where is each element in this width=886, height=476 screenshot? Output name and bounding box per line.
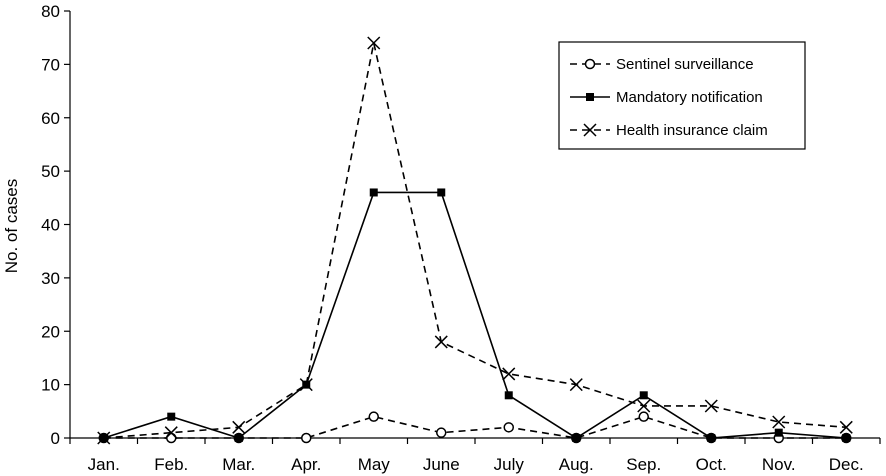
y-axis-title: No. of cases bbox=[2, 179, 21, 274]
x-tick-label: Sep. bbox=[626, 455, 661, 474]
data-point-square bbox=[842, 434, 851, 442]
x-marker-stroke bbox=[299, 378, 313, 392]
legend-label: Sentinel surveillance bbox=[616, 56, 754, 73]
legend-entry: Health insurance claim bbox=[570, 122, 768, 139]
data-point-circle bbox=[301, 432, 312, 444]
data-point-circle bbox=[584, 58, 596, 70]
y-tick-label: 20 bbox=[41, 322, 60, 341]
y-tick-label: 10 bbox=[41, 376, 60, 395]
data-point-x bbox=[772, 415, 786, 429]
legend-label: Health insurance claim bbox=[616, 122, 768, 139]
series-2 bbox=[99, 188, 851, 442]
x-marker-stroke bbox=[772, 415, 786, 429]
data-point-circle bbox=[368, 411, 379, 422]
x-marker-stroke bbox=[569, 378, 583, 392]
x-tick-label: Nov. bbox=[762, 455, 796, 474]
x-marker-stroke bbox=[367, 36, 381, 50]
x-marker-stroke bbox=[704, 399, 718, 413]
data-point-square bbox=[572, 434, 581, 442]
x-tick-label: July bbox=[494, 455, 525, 474]
y-tick-labels: 0 10 20 30 40 50 60 70 80 bbox=[41, 2, 60, 448]
data-point-square bbox=[639, 391, 648, 400]
data-point-x bbox=[164, 426, 178, 440]
data-point-x bbox=[97, 431, 111, 445]
x-tick-labels: Jan. Feb. Mar. Apr. May June July Aug. Sep. Oct. N… bbox=[88, 455, 864, 474]
data-point-x bbox=[434, 335, 448, 349]
data-point-x bbox=[583, 123, 597, 137]
legend-entry: Sentinel surveillance bbox=[570, 56, 754, 73]
y-tick-label: 60 bbox=[41, 109, 60, 128]
x-tick-label: Dec. bbox=[829, 455, 864, 474]
y-tick-label: 40 bbox=[41, 216, 60, 235]
data-point-circle bbox=[436, 427, 447, 438]
data-point-x bbox=[367, 36, 381, 50]
data-point-x bbox=[839, 420, 853, 434]
data-point-x bbox=[569, 378, 583, 392]
x-marker-stroke bbox=[502, 367, 516, 381]
series-3 bbox=[97, 36, 853, 445]
x-marker-stroke bbox=[232, 420, 246, 434]
data-point-x bbox=[704, 399, 718, 413]
y-tick-label: 30 bbox=[41, 269, 60, 288]
x-marker-stroke bbox=[583, 123, 597, 137]
legend: Sentinel surveillance Mandatory notificat… bbox=[558, 41, 806, 150]
x-marker-stroke bbox=[637, 399, 651, 413]
data-point-x bbox=[299, 378, 313, 392]
series-line bbox=[103, 42, 847, 439]
x-marker-stroke bbox=[164, 426, 178, 440]
data-point-circle bbox=[638, 411, 649, 422]
x-tick-label: May bbox=[358, 455, 391, 474]
x-tick-label: Jan. bbox=[88, 455, 120, 474]
x-tick-label: Mar. bbox=[222, 455, 255, 474]
y-tick-label: 70 bbox=[41, 55, 60, 74]
x-tick-label: Aug. bbox=[559, 455, 594, 474]
x-marker-stroke bbox=[839, 420, 853, 434]
y-tick-label: 0 bbox=[51, 429, 60, 448]
x-marker-stroke bbox=[434, 335, 448, 349]
x-tick-label: June bbox=[423, 455, 460, 474]
data-point-square bbox=[586, 93, 594, 101]
y-tick-label: 50 bbox=[41, 162, 60, 181]
data-point-square bbox=[504, 391, 513, 400]
data-point-x bbox=[502, 367, 516, 381]
x-marker-stroke bbox=[97, 431, 111, 445]
data-point-x bbox=[232, 420, 246, 434]
data-point-circle bbox=[503, 422, 514, 433]
x-tick-label: Apr. bbox=[291, 455, 321, 474]
data-point-square bbox=[369, 188, 378, 197]
series-line bbox=[103, 415, 847, 439]
series-group bbox=[97, 36, 853, 445]
legend-entry: Mandatory notification bbox=[570, 89, 763, 106]
y-tick-label: 80 bbox=[41, 2, 60, 21]
data-point-square bbox=[167, 412, 176, 421]
data-point-square bbox=[774, 428, 783, 437]
legend-box bbox=[558, 41, 806, 150]
x-tick-label: Oct. bbox=[696, 455, 727, 474]
x-tick-label: Feb. bbox=[154, 455, 188, 474]
data-point-square bbox=[234, 434, 243, 442]
data-point-square bbox=[707, 434, 716, 442]
series-line bbox=[103, 191, 847, 439]
legend-label: Mandatory notification bbox=[616, 89, 763, 106]
data-point-x bbox=[637, 399, 651, 413]
data-point-square bbox=[437, 188, 446, 197]
